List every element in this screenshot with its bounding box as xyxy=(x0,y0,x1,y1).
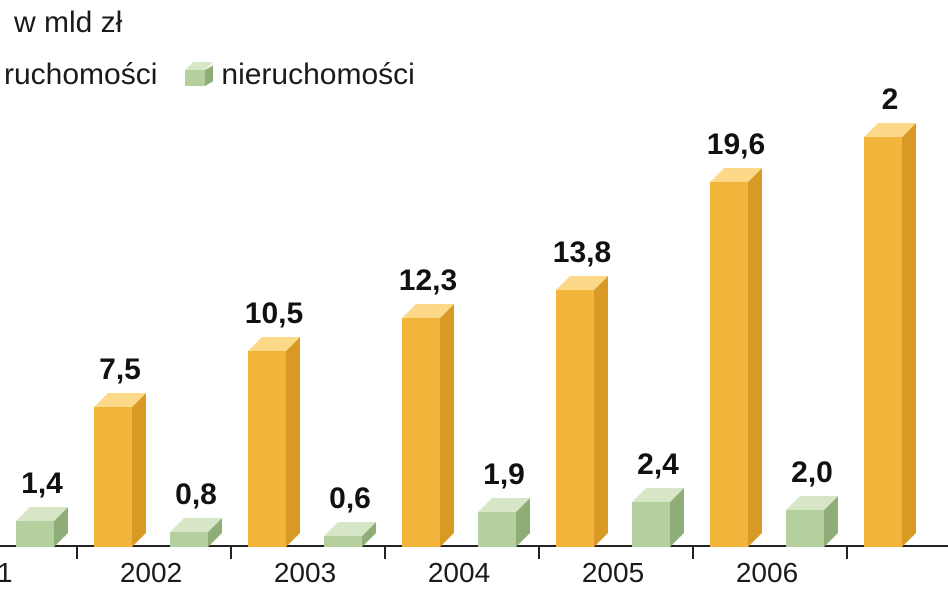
x-axis-tick xyxy=(230,547,232,559)
bar-value-label: 0,6 xyxy=(329,482,371,516)
bar-immovables xyxy=(16,507,68,547)
bar-value-label: 1,9 xyxy=(483,458,525,492)
bar-movables xyxy=(556,276,608,547)
bar-movables xyxy=(248,337,300,547)
x-axis-tick xyxy=(846,547,848,559)
x-axis-tick xyxy=(538,547,540,559)
bar-immovables xyxy=(478,498,530,547)
bar-movables xyxy=(710,168,762,547)
bar-movables xyxy=(864,123,916,547)
bar-movables xyxy=(94,393,146,547)
x-axis-label: 2006 xyxy=(736,557,798,589)
bar-value-label: 19,6 xyxy=(707,128,765,162)
bar-value-label: 13,8 xyxy=(553,236,611,270)
legend-swatch-icon xyxy=(185,64,211,86)
bar-movables xyxy=(402,304,454,547)
x-axis-tick xyxy=(384,547,386,559)
x-axis-label: 2004 xyxy=(428,557,490,589)
bar-value-label: 1,4 xyxy=(21,467,63,501)
plot-area: 1,47,50,810,50,612,31,913,82,419,62,02 xyxy=(0,117,948,547)
x-axis-tick xyxy=(692,547,694,559)
bar-immovables xyxy=(786,496,838,547)
legend-item-immovables: nieruchomości xyxy=(185,58,414,92)
bar-value-label: 7,5 xyxy=(99,353,141,387)
legend-item-movables: ruchomości xyxy=(4,58,157,92)
unit-label: w mld zł xyxy=(14,6,122,40)
bar-value-label: 0,8 xyxy=(175,478,217,512)
bar-immovables xyxy=(632,488,684,547)
x-axis-label: 01 xyxy=(0,557,13,589)
bar-immovables xyxy=(170,518,222,547)
x-axis: 01 2002 2003 2004 2005 2006 xyxy=(0,547,948,593)
x-axis-tick xyxy=(76,547,78,559)
bar-immovables xyxy=(324,522,376,547)
bar-value-label: 2,0 xyxy=(791,456,833,490)
bar-value-label: 12,3 xyxy=(399,264,457,298)
x-axis-label: 2003 xyxy=(274,557,336,589)
x-axis-label: 2005 xyxy=(582,557,644,589)
chart-root: w mld zł ruchomości nieruchomości 1,4 7,5… xyxy=(0,0,948,593)
legend-label: nieruchomości xyxy=(221,58,414,92)
x-axis-label: 2002 xyxy=(120,557,182,589)
legend: ruchomości nieruchomości xyxy=(0,58,415,92)
bar-value-label: 2,4 xyxy=(637,448,679,482)
bar-value-label: 10,5 xyxy=(245,297,303,331)
legend-label: ruchomości xyxy=(4,58,157,92)
bar-value-label: 2 xyxy=(882,83,899,117)
